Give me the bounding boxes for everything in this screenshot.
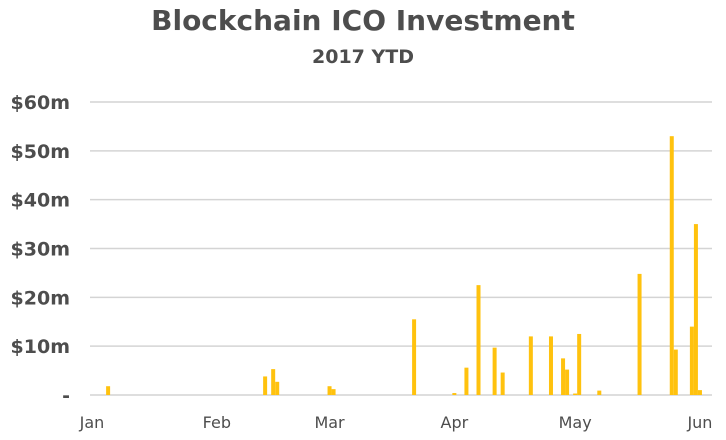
bar (673, 349, 678, 395)
bar (565, 369, 570, 395)
bar (331, 389, 336, 395)
bar (597, 390, 602, 395)
y-tick-label: $20m (11, 287, 70, 309)
bar (697, 390, 702, 395)
chart-title: Blockchain ICO Investment (151, 4, 575, 37)
bar (412, 319, 417, 395)
bar (492, 347, 497, 395)
x-tick-label: Jun (686, 413, 712, 432)
x-tick-label: May (559, 413, 592, 432)
bar (271, 369, 276, 395)
bar (689, 326, 694, 395)
x-tick-label: Apr (441, 413, 469, 432)
bar (464, 367, 469, 395)
x-tick-label: Mar (314, 413, 345, 432)
bar (327, 386, 332, 395)
bar (561, 358, 566, 395)
chart-subtitle: 2017 YTD (312, 46, 414, 68)
bar (577, 333, 582, 395)
y-tick-label: $60m (11, 92, 70, 114)
bar (637, 273, 642, 395)
bar (669, 136, 674, 395)
y-tick-label: $50m (11, 141, 70, 163)
x-tick-label: Feb (203, 413, 231, 432)
y-tick-label: $30m (11, 239, 70, 261)
bar (500, 372, 505, 395)
bar (106, 386, 111, 395)
y-tick-label: $10m (11, 336, 70, 358)
bar (452, 393, 457, 395)
bar (693, 224, 698, 395)
y-tick-label: - (62, 385, 70, 407)
bar (528, 336, 533, 395)
bar (275, 381, 280, 395)
bar (548, 336, 553, 395)
bar (573, 393, 578, 395)
x-tick-label: Jan (79, 413, 105, 432)
y-tick-label: $40m (11, 190, 70, 212)
bar (476, 285, 481, 395)
bar (263, 376, 268, 395)
